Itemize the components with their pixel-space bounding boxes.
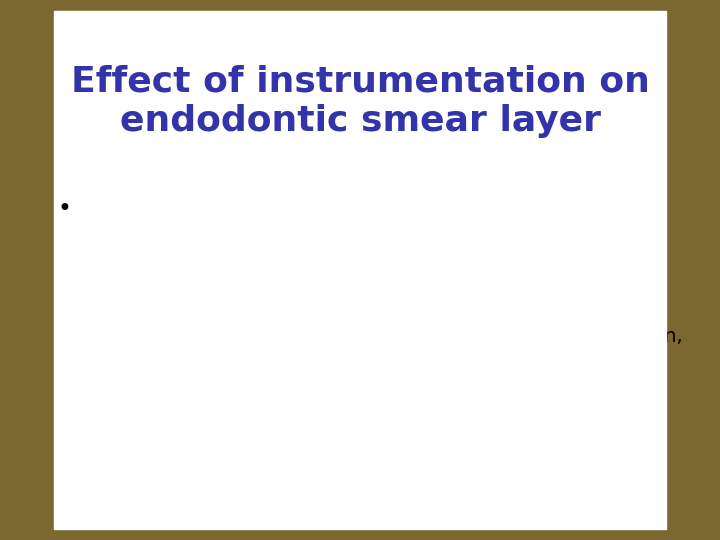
Text: Amount of smear layer produced during rotary preparation,
as with Gates-Glidden : Amount of smear layer produced during ro… — [100, 327, 683, 396]
Text: may depend on the type &: may depend on the type & — [100, 200, 549, 219]
Text: Effect of instrumentation on
endodontic smear layer: Effect of instrumentation on endodontic … — [71, 65, 649, 138]
Text: Effect of instrumentation on
endodontic smear layer: Effect of instrumentation on endodontic … — [71, 65, 649, 138]
Text: •: • — [78, 200, 92, 224]
Text: •: • — [78, 327, 92, 351]
Text: Thickness of the smear layer: Thickness of the smear layer — [100, 200, 417, 219]
Text: •: • — [58, 197, 71, 221]
Text: Czontskowsky et al 1990: Czontskowsky et al 1990 — [367, 454, 610, 473]
Text: sharpness of cutting instrument.: sharpness of cutting instrument. — [100, 244, 418, 263]
